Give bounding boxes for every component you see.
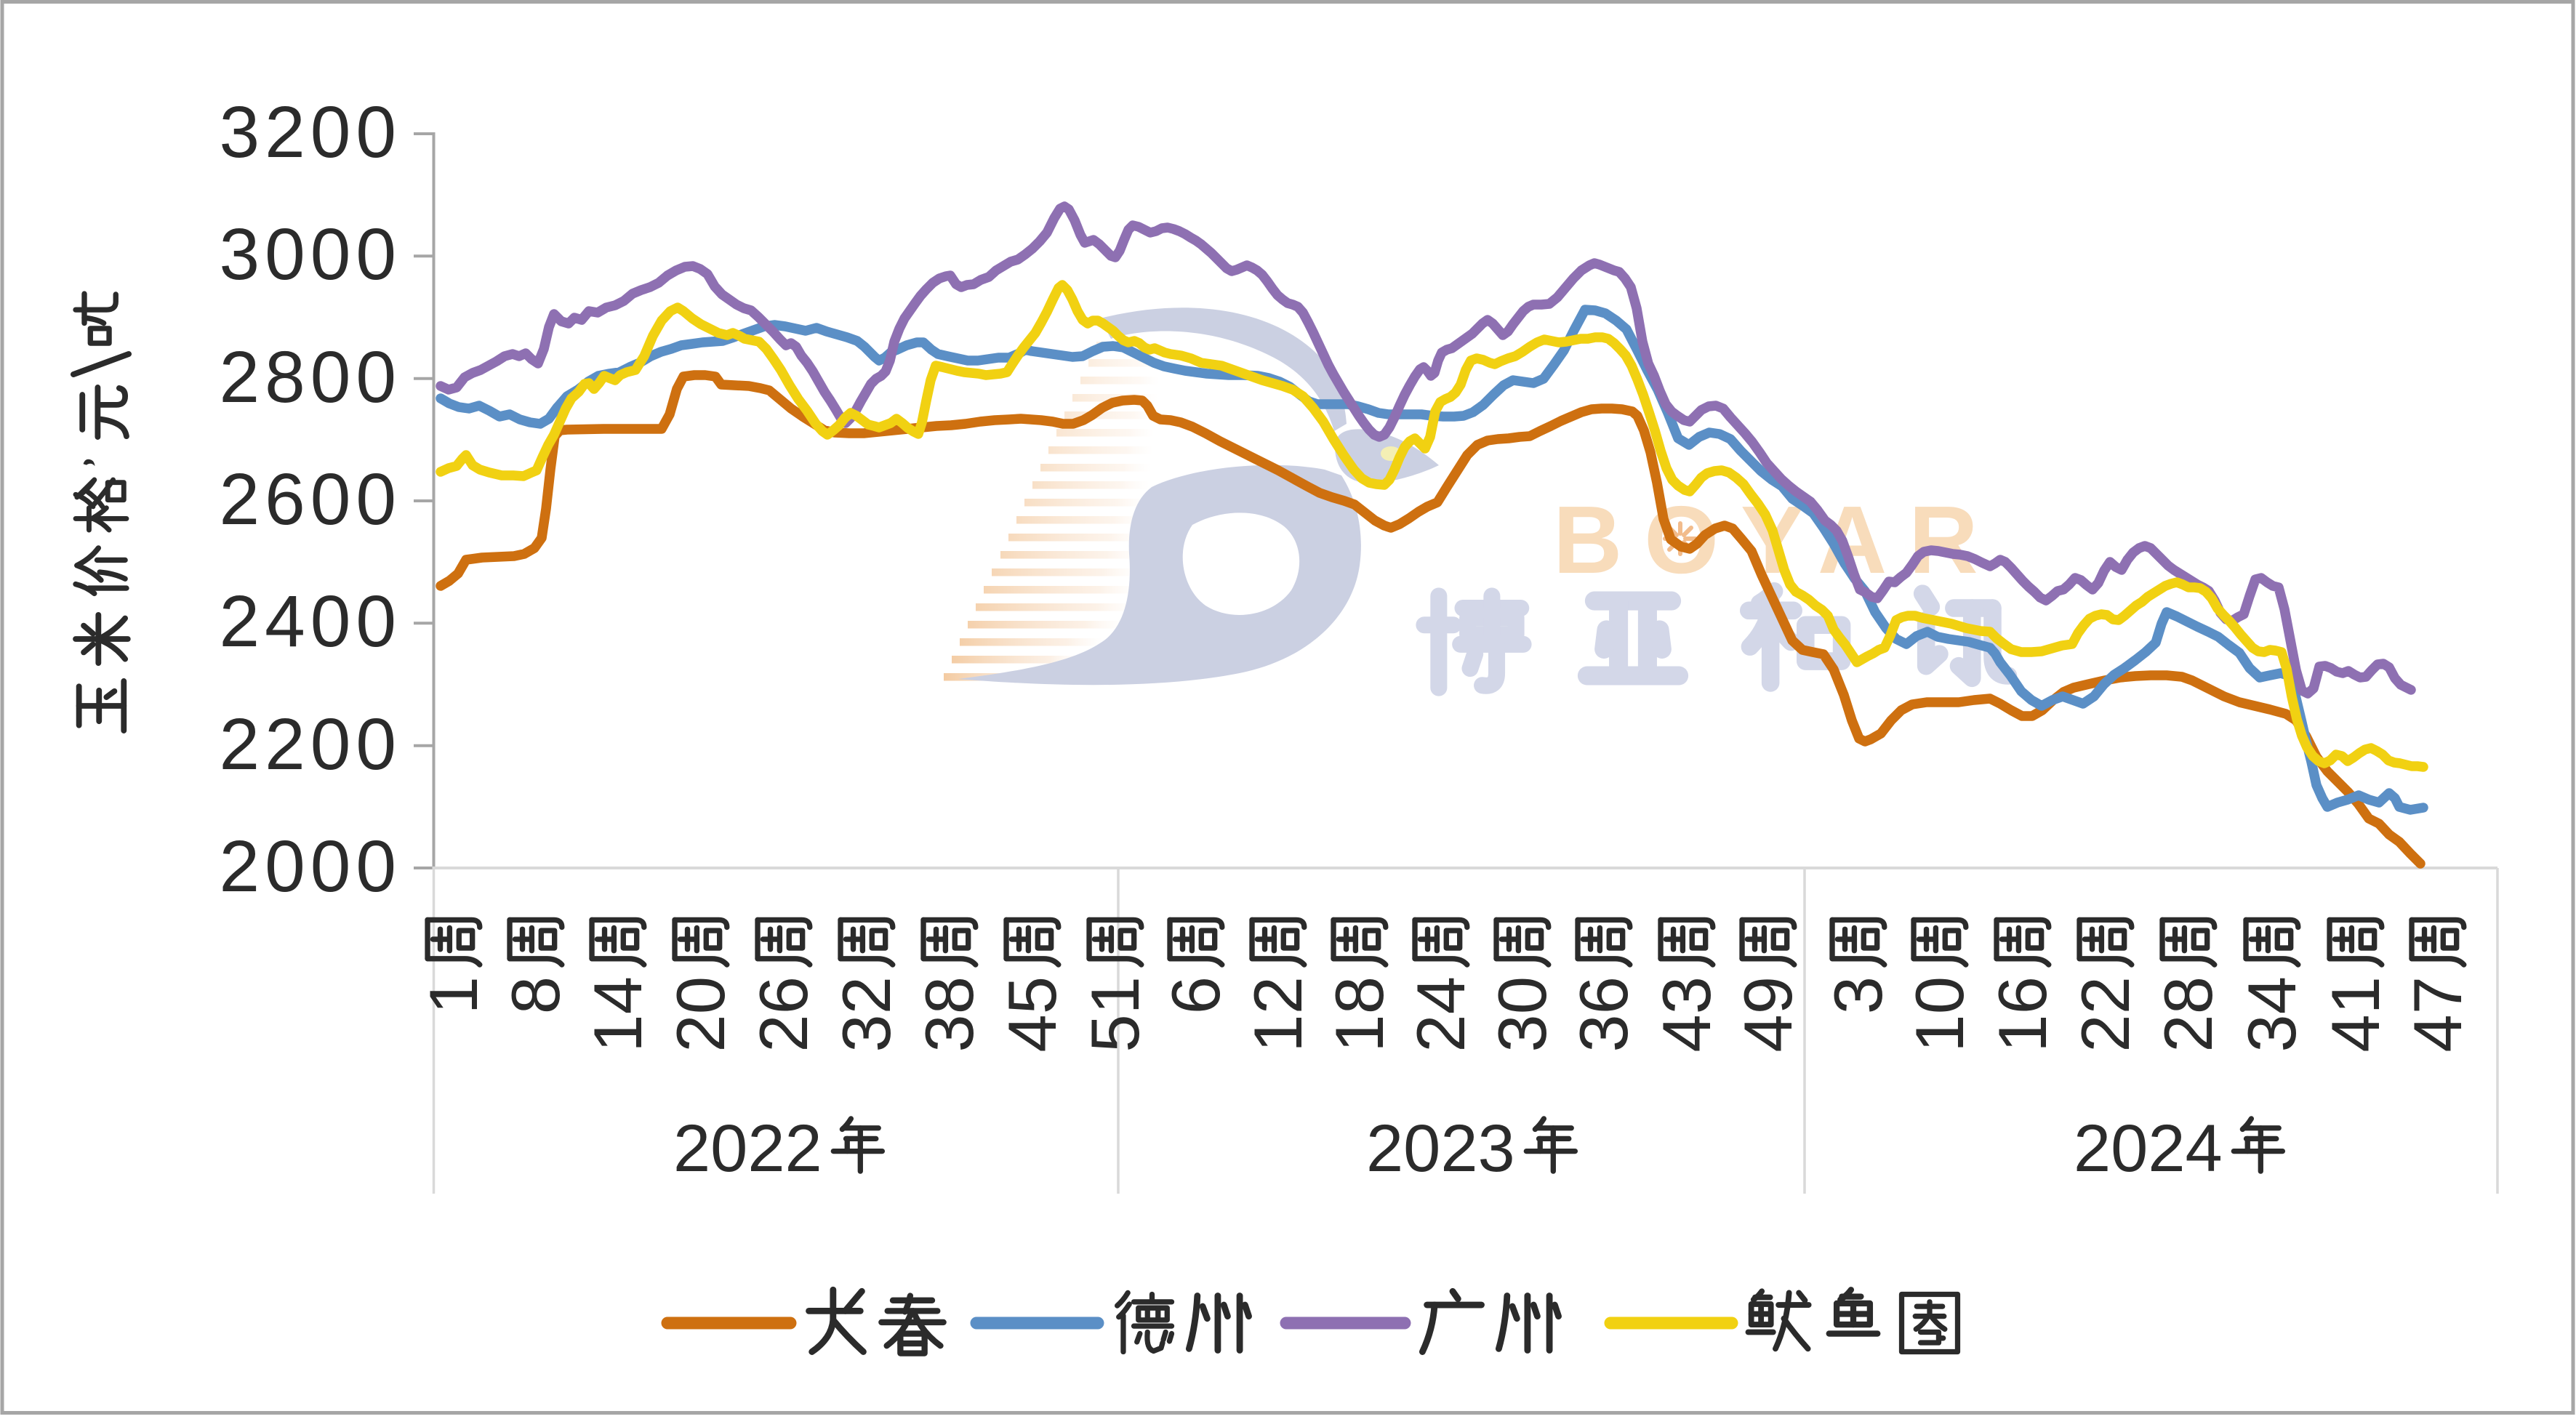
svg-text:28: 28 [2150,976,2226,1053]
svg-text:2600: 2600 [220,459,401,540]
svg-text:51: 51 [1077,976,1153,1053]
svg-text:2000: 2000 [220,826,401,907]
svg-text:2400: 2400 [220,581,401,662]
svg-text:20: 20 [662,976,739,1053]
svg-text:2800: 2800 [220,337,401,418]
svg-text:30: 30 [1484,976,1560,1053]
svg-text:12: 12 [1240,976,1316,1053]
svg-text:3: 3 [1820,976,1896,1014]
svg-text:1: 1 [415,976,491,1014]
svg-text:8: 8 [497,976,574,1014]
svg-text:26: 26 [745,976,822,1053]
svg-text:24: 24 [1403,976,1479,1053]
svg-text:41: 41 [2317,976,2394,1053]
svg-text:36: 36 [1565,976,1642,1053]
svg-text:45: 45 [994,976,1070,1053]
svg-text:43: 43 [1648,976,1725,1053]
svg-text:6: 6 [1157,976,1234,1014]
svg-text:2022: 2022 [673,1112,822,1186]
svg-text:2200: 2200 [220,704,401,785]
svg-text:14: 14 [579,976,656,1053]
svg-text:2024: 2024 [2074,1112,2223,1186]
svg-text:49: 49 [1730,976,1806,1053]
svg-text:3200: 3200 [220,92,401,173]
svg-text:47: 47 [2399,976,2476,1053]
svg-text:34: 34 [2234,976,2310,1053]
svg-text:16: 16 [1984,976,2061,1053]
svg-text:32: 32 [828,976,904,1053]
svg-text:10: 10 [1901,976,1978,1053]
svg-text:38: 38 [911,976,987,1053]
svg-text:18: 18 [1321,976,1397,1053]
svg-text:2023: 2023 [1366,1112,1515,1186]
svg-text:3000: 3000 [220,214,401,295]
svg-text:22: 22 [2067,976,2143,1053]
